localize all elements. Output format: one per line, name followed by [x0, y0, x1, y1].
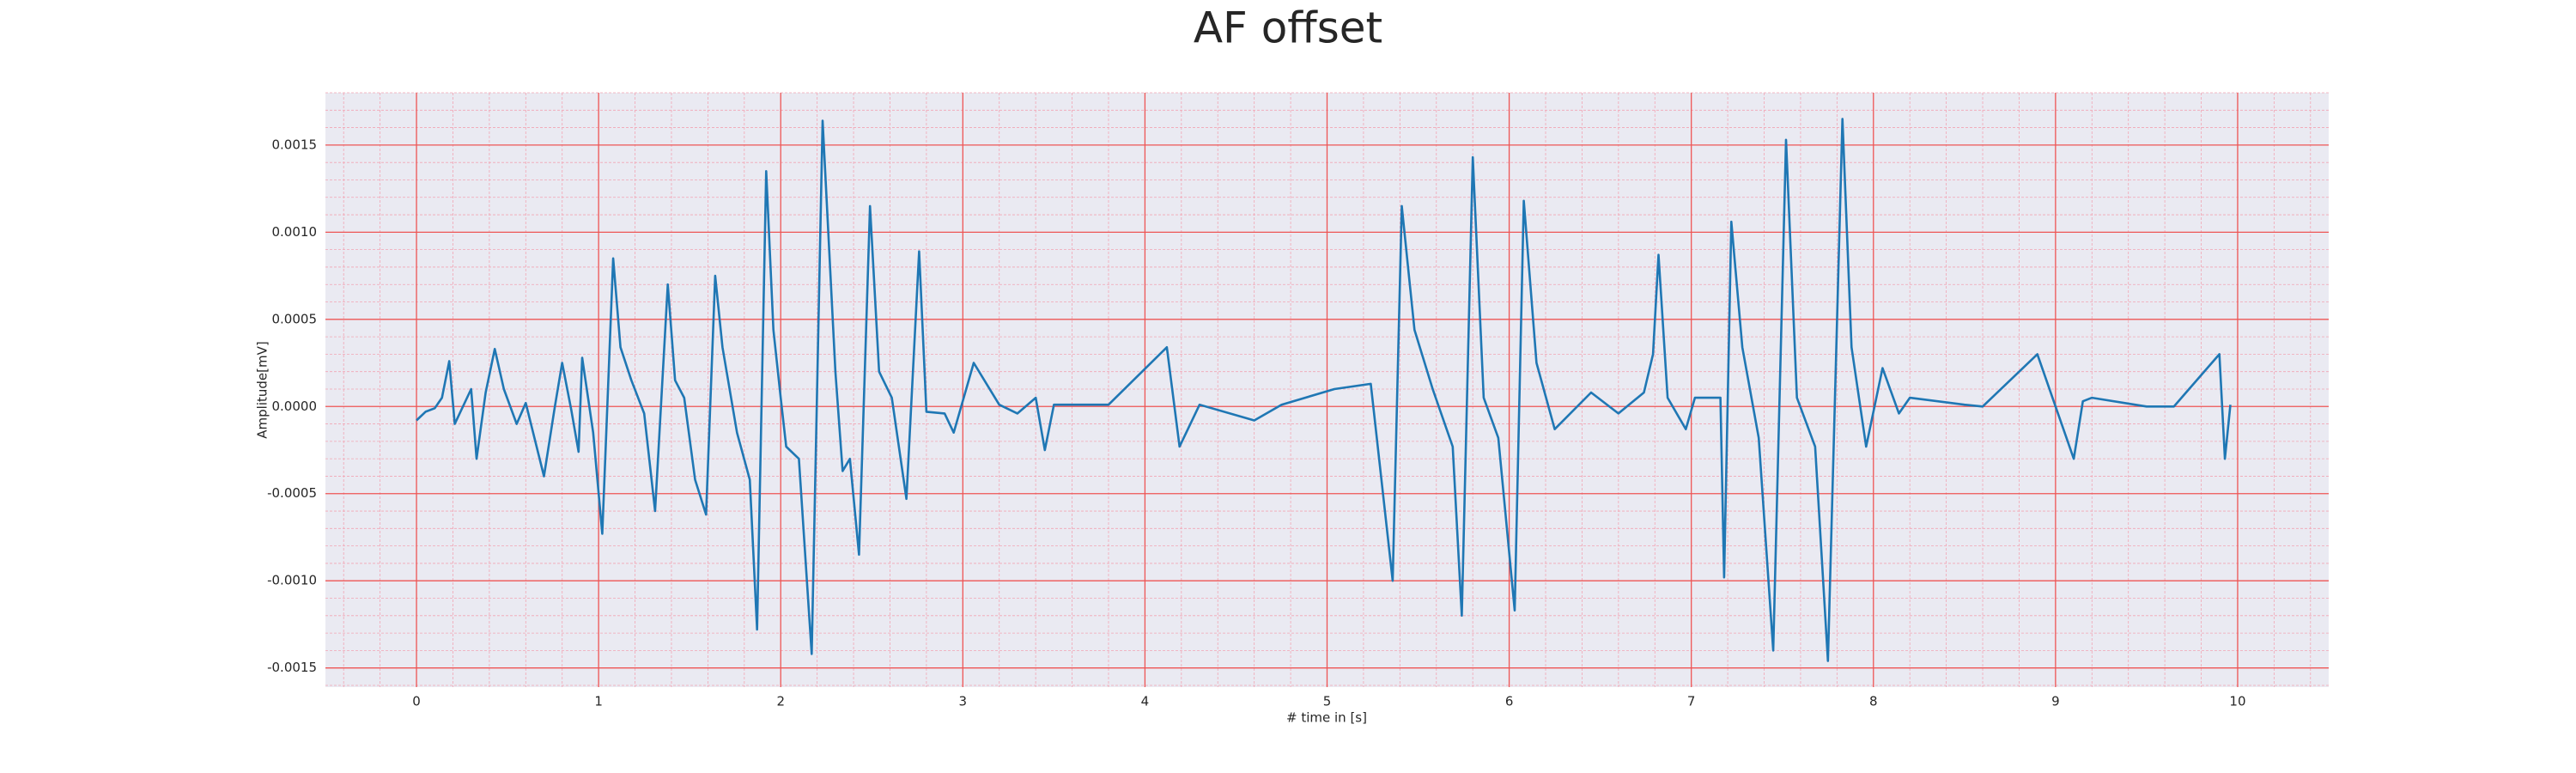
x-tick-label: 4 — [1141, 694, 1150, 709]
x-tick-label: 6 — [1505, 694, 1514, 709]
x-tick-label: 7 — [1687, 694, 1696, 709]
y-tick-label: -0.0005 — [267, 485, 317, 501]
y-tick-label: -0.0010 — [267, 573, 317, 588]
x-tick-label: 5 — [1323, 694, 1332, 709]
y-tick-label: 0.0010 — [272, 224, 318, 240]
chart-title: AF offset — [1194, 3, 1382, 53]
y-tick-label: 0.0000 — [272, 399, 318, 414]
x-tick-label: 3 — [959, 694, 968, 709]
y-axis-label: Amplitude[mV] — [255, 341, 270, 438]
x-tick-label: 1 — [594, 694, 603, 709]
x-tick-label: 0 — [412, 694, 421, 709]
data-line — [416, 118, 2232, 662]
x-tick-label: 10 — [2229, 694, 2245, 709]
y-tick-label: 0.0005 — [272, 311, 318, 326]
x-tick-label: 2 — [776, 694, 785, 709]
x-tick-label: 9 — [2051, 694, 2060, 709]
y-tick-label: -0.0015 — [267, 660, 317, 675]
x-tick-label: 8 — [1869, 694, 1878, 709]
x-axis-label: # time in [s] — [1286, 710, 1367, 726]
y-tick-label: 0.0015 — [272, 137, 318, 152]
